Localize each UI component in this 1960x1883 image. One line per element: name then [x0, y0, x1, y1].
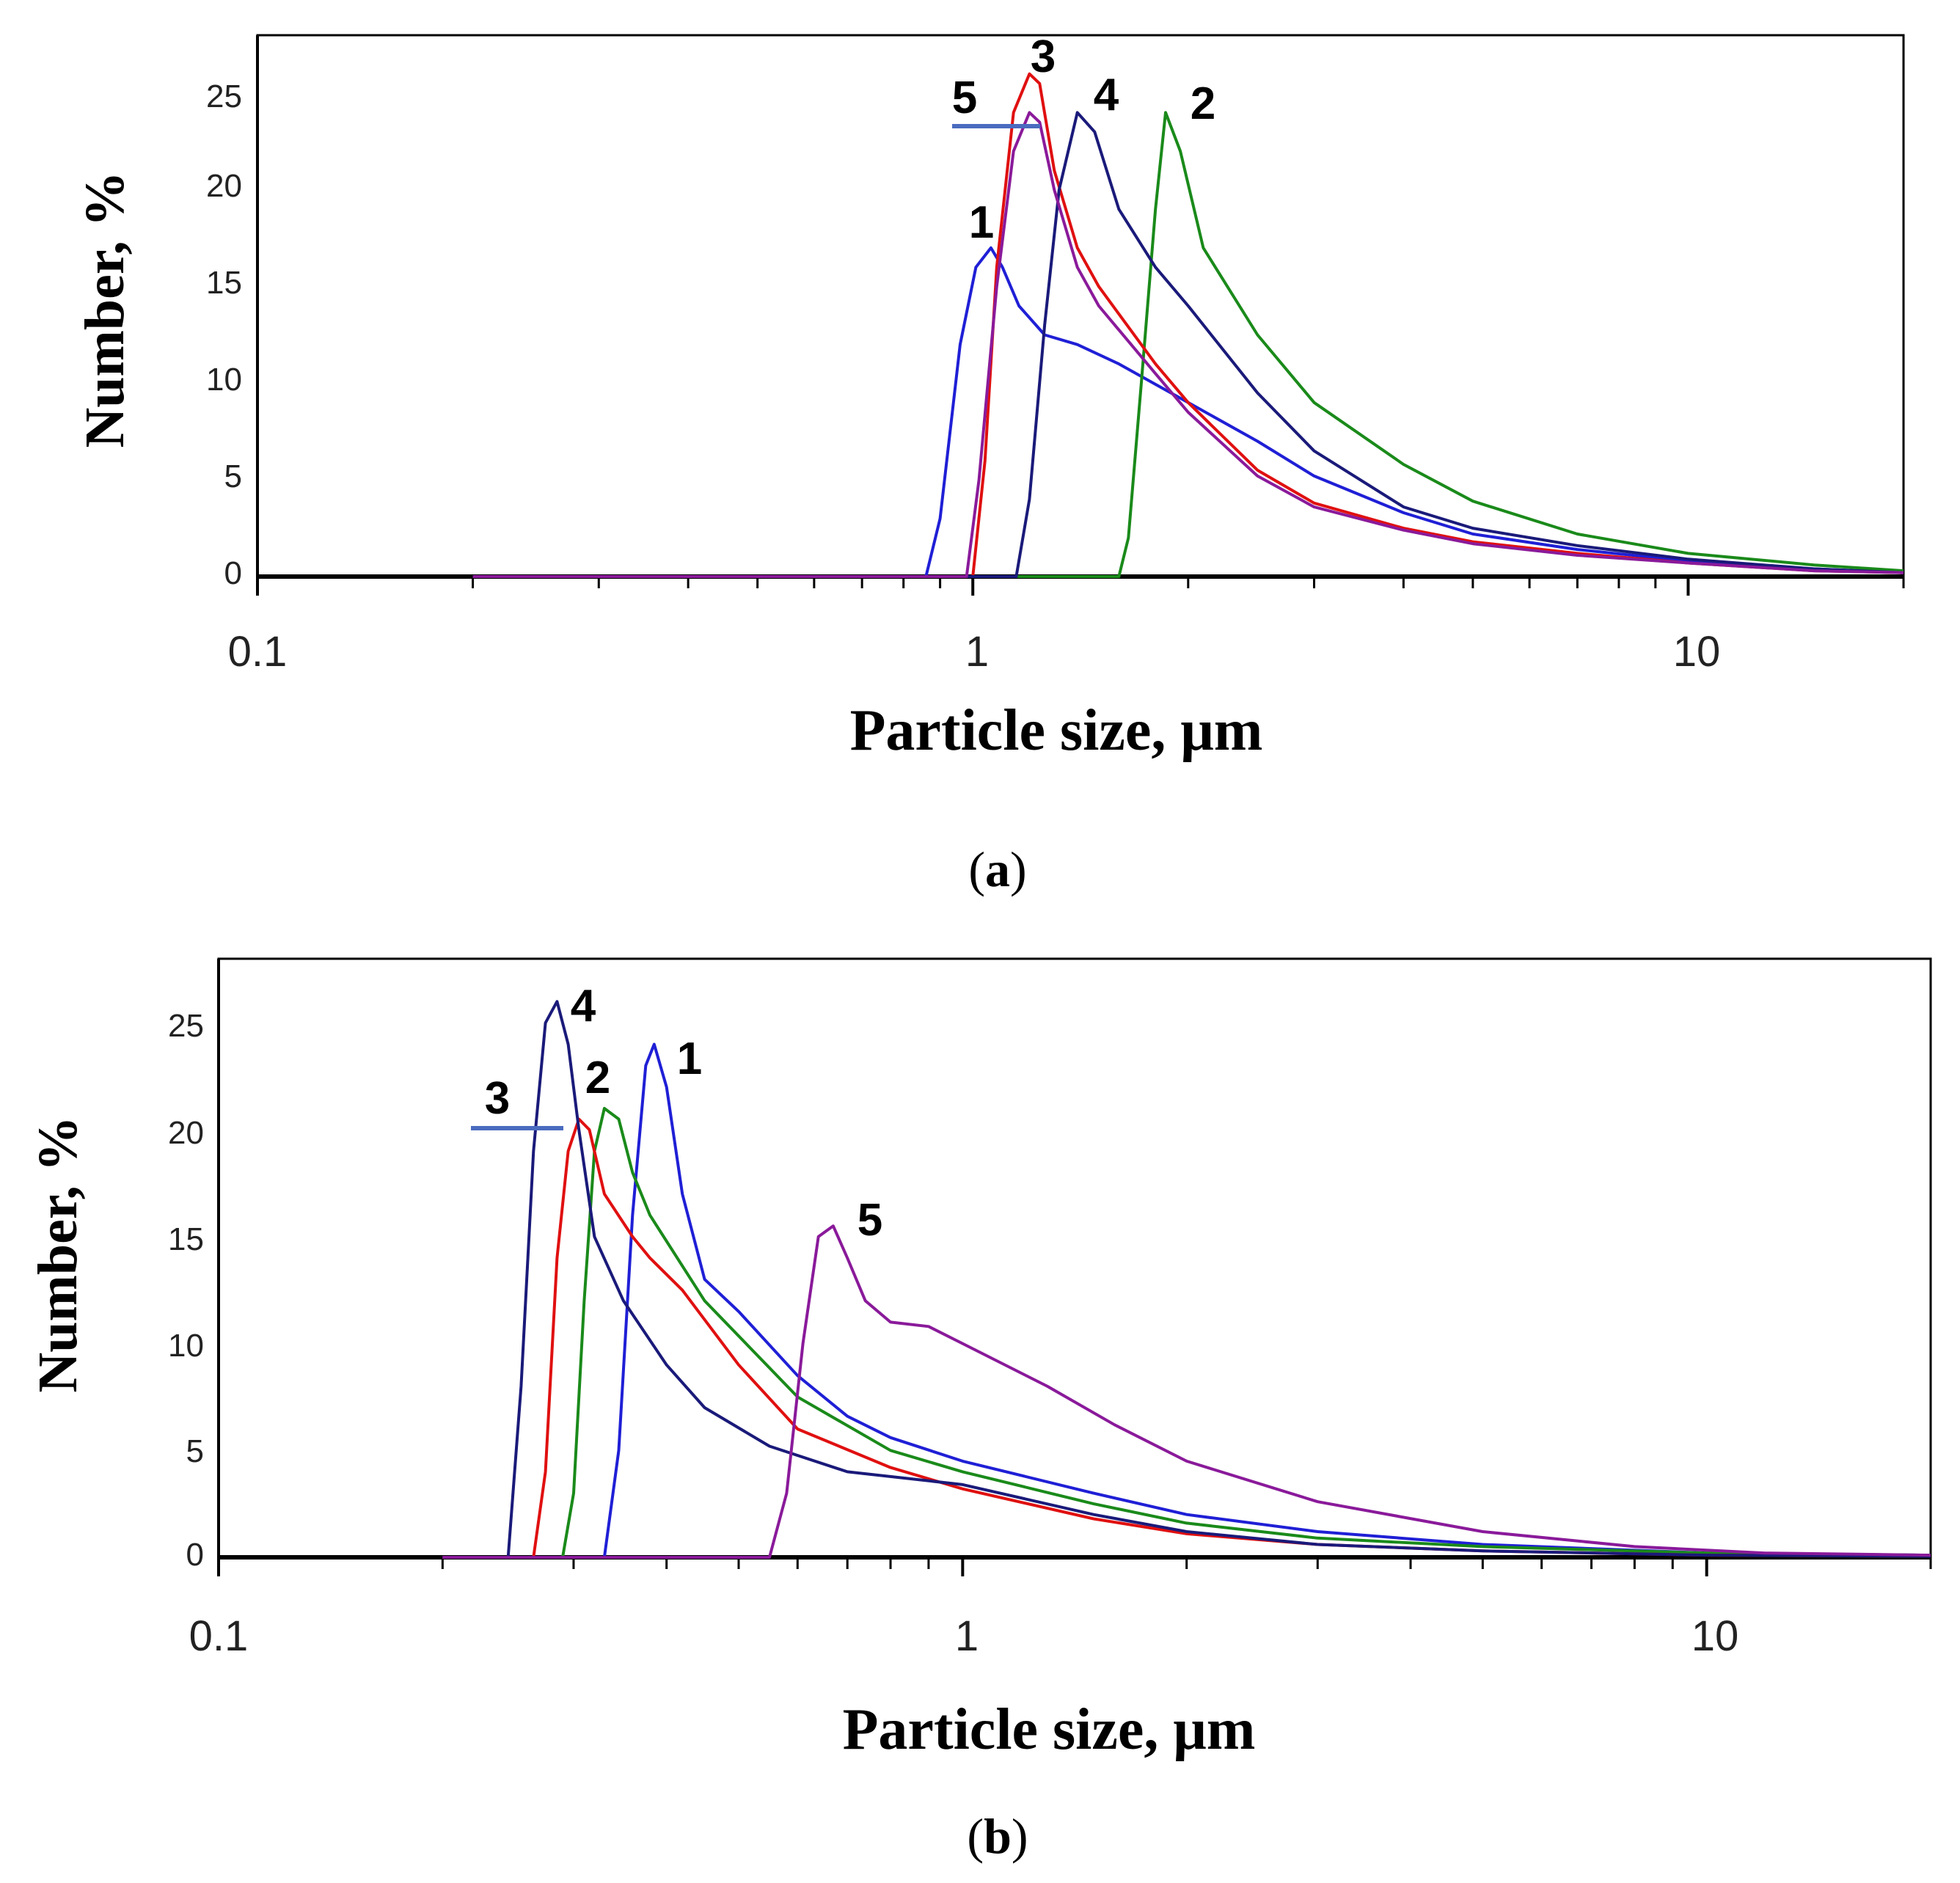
- x-tick-label: 10: [1692, 1612, 1739, 1660]
- x-tick-label: 1: [955, 1612, 979, 1660]
- series-4-line: [472, 111, 1904, 578]
- x-tick-label: 0.1: [228, 628, 288, 676]
- y-tick-label: 20: [206, 168, 242, 204]
- y-tick-label: 15: [168, 1221, 204, 1257]
- curve-label-1: 1: [969, 197, 994, 248]
- series-2-line: [472, 111, 1904, 578]
- plot-frame-a: [256, 34, 1905, 578]
- x-tick-label: 1: [965, 628, 989, 676]
- x-tick-labels-b: 0.1 1 10: [189, 1612, 1739, 1660]
- series-1-line: [442, 1042, 1931, 1559]
- x-axis-title-a: Particle size, μm: [850, 698, 1263, 763]
- y-tick-label: 10: [206, 362, 242, 398]
- x-minor-ticks-a: [256, 577, 1905, 596]
- curve-label-3: 3: [485, 1073, 510, 1124]
- y-axis-title-b: Number, %: [27, 1116, 89, 1392]
- series-1-line: [472, 246, 1904, 578]
- y-tick-label: 5: [224, 458, 242, 494]
- y-axis-title-a: Number, %: [74, 171, 136, 447]
- curve-label-4: 4: [571, 981, 596, 1031]
- y-tick-label: 0: [224, 555, 242, 591]
- y-tick-labels-b: 0 5 10 15 20 25: [168, 1008, 204, 1573]
- x-tick-label: 0.1: [189, 1612, 249, 1660]
- curve-label-5: 5: [952, 73, 977, 123]
- x-axis-title-b: Particle size, μm: [843, 1697, 1256, 1762]
- curve-label-4: 4: [1094, 70, 1119, 120]
- curves-b: [442, 1000, 1931, 1559]
- x-minor-ticks-b: [217, 1557, 1932, 1576]
- curve-label-5: 5: [858, 1195, 882, 1246]
- panel-b: 0 5 10 15 20 25 0.1 1 10 Particle size, …: [27, 957, 1932, 1762]
- x-tick-label: 10: [1673, 628, 1721, 676]
- y-tick-label: 0: [186, 1537, 204, 1573]
- y-tick-label: 5: [186, 1433, 204, 1469]
- series-5-line: [472, 111, 1904, 578]
- panel-label-b: (b): [967, 1808, 1028, 1864]
- y-tick-label: 10: [168, 1328, 204, 1364]
- series-5-line: [442, 1224, 1931, 1559]
- y-tick-label: 25: [168, 1008, 204, 1044]
- curve-label-2: 2: [585, 1053, 610, 1103]
- curve-label-3: 3: [1031, 32, 1056, 82]
- y-tick-labels-a: 0 5 10 15 20 25: [206, 78, 242, 591]
- y-tick-label: 15: [206, 265, 242, 301]
- curves-a: [472, 72, 1904, 578]
- series-4-line: [442, 1000, 1931, 1559]
- series-3-line: [472, 72, 1904, 578]
- series-2-line: [442, 1107, 1931, 1559]
- panel-a: 0 5 10 15 20 25 0.1 1 10 Particle size, …: [74, 32, 1905, 763]
- x-tick-labels-a: 0.1 1 10: [228, 628, 1721, 676]
- y-tick-label: 20: [168, 1115, 204, 1151]
- curve-label-2: 2: [1191, 78, 1215, 129]
- y-tick-label: 25: [206, 78, 242, 114]
- panel-label-a: (a): [968, 841, 1026, 897]
- plot-frame-b: [217, 957, 1932, 1559]
- curve-label-1: 1: [677, 1034, 702, 1084]
